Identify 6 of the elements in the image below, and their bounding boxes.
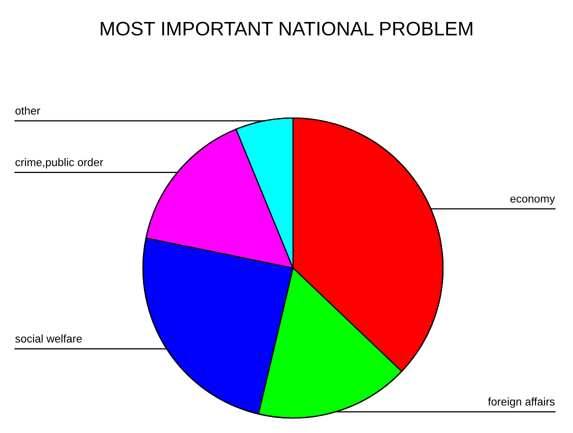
chart-title: MOST IMPORTANT NATIONAL PROBLEM — [100, 22, 472, 36]
slice-label: other — [15, 106, 40, 115]
slice-label: economy — [510, 196, 555, 205]
slice-label: foreign affairs — [488, 397, 555, 408]
slice-label: crime,public order — [15, 158, 104, 168]
slice-label: social welfare — [15, 334, 82, 343]
